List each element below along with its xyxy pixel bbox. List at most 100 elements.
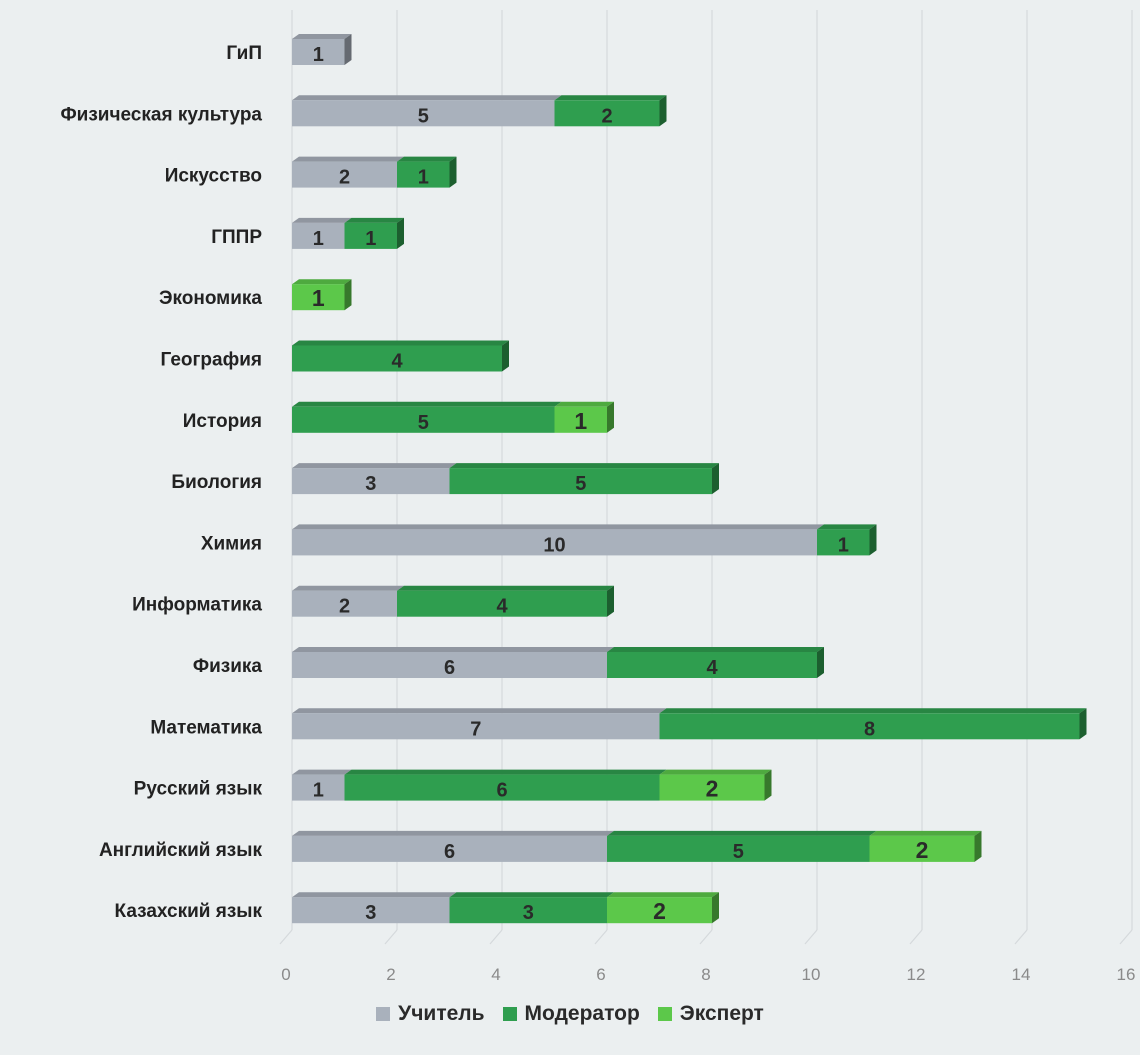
category-label: Экономика xyxy=(159,288,262,309)
category-label: Искусство xyxy=(165,166,262,187)
legend-item: Модератор xyxy=(502,1002,640,1026)
data-label: 6 xyxy=(496,780,507,802)
bar-segment-side xyxy=(607,585,614,617)
bar-segment-side xyxy=(397,217,404,249)
bar-segment xyxy=(292,590,397,617)
data-label: 2 xyxy=(916,837,929,863)
bar-segment xyxy=(554,100,660,127)
bar-segment-top xyxy=(607,647,824,652)
data-label: 6 xyxy=(444,841,455,863)
gridline-foot xyxy=(279,929,293,945)
category-label: ГППР xyxy=(211,227,262,248)
data-label: 4 xyxy=(496,596,508,618)
bar-segment-top xyxy=(607,892,719,898)
bar-segment xyxy=(449,468,712,495)
gridline-foot xyxy=(384,929,398,945)
bar-segment-side xyxy=(659,95,667,127)
bar-segment-top xyxy=(554,401,614,407)
bar-segment-top xyxy=(292,401,562,407)
bar-segment-top xyxy=(292,769,352,775)
x-tick-label: 10 xyxy=(802,965,821,984)
bar-segment xyxy=(292,468,450,495)
bar-segment-side xyxy=(712,463,719,495)
bar-segment xyxy=(292,284,345,311)
data-label: 3 xyxy=(365,473,376,495)
bar-segment xyxy=(344,774,660,801)
bar-segment xyxy=(817,529,870,556)
chart-legend: Учитель Модератор Эксперт xyxy=(0,1002,1140,1026)
bar-segment-top xyxy=(292,708,667,714)
data-label: 4 xyxy=(391,351,403,373)
category-label: Физика xyxy=(193,656,263,677)
bar-segment-side xyxy=(502,340,509,372)
bar-segment-side xyxy=(764,769,772,801)
data-label: 1 xyxy=(838,534,849,556)
category-label: ГиП xyxy=(226,43,262,64)
bar-segment-top xyxy=(292,95,562,101)
data-label: 2 xyxy=(653,898,666,924)
data-label: 4 xyxy=(706,657,718,679)
category-label: Физическая культура xyxy=(60,104,262,125)
bar-segment-side xyxy=(974,830,982,862)
data-label: 6 xyxy=(444,657,455,679)
bar-segment-top xyxy=(292,279,352,285)
bar-segment-top xyxy=(869,830,982,836)
bar-segment-top xyxy=(292,340,509,346)
bar-segment-top xyxy=(817,524,877,530)
legend-swatch xyxy=(376,1007,391,1021)
bar-segment xyxy=(869,835,975,862)
bar-segment-top xyxy=(292,892,457,898)
bar-segment xyxy=(292,345,502,372)
data-label: 2 xyxy=(601,105,612,127)
category-label: Химия xyxy=(201,533,262,554)
bar-segment xyxy=(659,774,765,801)
data-label: 3 xyxy=(523,902,534,924)
data-label: 7 xyxy=(470,718,481,740)
bar-segment-top xyxy=(449,892,614,898)
bar-segment xyxy=(397,161,450,188)
bar-segment-top xyxy=(554,95,667,101)
bar-segment-top xyxy=(344,217,404,223)
gridline-foot xyxy=(699,929,713,945)
gridline-foot xyxy=(1014,929,1028,945)
bar-segment xyxy=(292,39,345,65)
bar-segment-side xyxy=(344,34,352,65)
bar-segment xyxy=(292,652,607,678)
bar-segment-side xyxy=(869,524,877,556)
x-tick-label: 0 xyxy=(281,965,290,984)
bar-segment xyxy=(344,222,397,249)
data-label: 8 xyxy=(864,718,875,740)
bar-segment-side xyxy=(344,279,352,311)
category-label: Информатика xyxy=(132,595,262,616)
data-label: 1 xyxy=(313,44,324,66)
bar-segment-top xyxy=(449,463,719,469)
bar-segment-side xyxy=(817,647,824,678)
bar-segment-side xyxy=(1079,708,1087,740)
bar-segment xyxy=(607,652,817,678)
gridline-foot xyxy=(909,929,923,945)
x-tick-label: 8 xyxy=(701,965,710,984)
chart-bars xyxy=(292,34,1087,924)
data-label: 1 xyxy=(574,408,587,434)
bar-segment xyxy=(449,897,607,924)
bar-segment xyxy=(292,713,660,740)
bar-segment-side xyxy=(712,892,719,924)
data-label: 1 xyxy=(313,780,324,802)
bar-segment-top xyxy=(659,708,1087,714)
category-label: Математика xyxy=(150,717,262,738)
bar-segment-top xyxy=(292,830,614,836)
x-tick-label: 12 xyxy=(907,965,926,984)
gridline-foot xyxy=(489,929,503,945)
data-label: 3 xyxy=(365,902,376,924)
category-label: Русский язык xyxy=(134,779,263,800)
data-label: 5 xyxy=(418,105,429,127)
x-tick-label: 14 xyxy=(1012,965,1031,984)
bar-segment xyxy=(292,100,555,127)
data-label: 5 xyxy=(575,473,586,495)
data-label: 2 xyxy=(339,167,350,189)
bar-segment xyxy=(292,406,555,433)
bar-segment-top xyxy=(292,585,404,591)
gridline-foot xyxy=(804,929,818,945)
bar-segment xyxy=(292,222,345,249)
